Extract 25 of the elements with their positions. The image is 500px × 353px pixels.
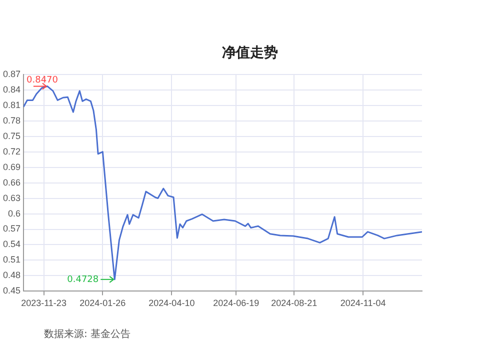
y-tick-label: 0.69: [2, 162, 21, 172]
annotation: 0.8470: [26, 76, 58, 86]
y-tick-label: 0.63: [2, 192, 21, 203]
x-tick-label: 2024-11-04: [340, 298, 386, 308]
y-tick-label: 0.57: [2, 224, 21, 234]
y-tick-label: 0.6: [8, 208, 21, 218]
y-tick-label: 0.84: [2, 84, 21, 94]
y-tick-label: 0.51: [2, 254, 21, 265]
chart-title: 净值走势: [221, 44, 279, 62]
y-tick-label: 0.48: [2, 270, 21, 280]
y-tick-label: 0.54: [2, 239, 21, 250]
x-tick-label: 2024-06-19: [213, 298, 260, 308]
x-tick-label: 2024-04-10: [148, 298, 195, 308]
y-tick-label: 0.66: [2, 177, 21, 188]
y-tick-label: 0.72: [2, 146, 21, 156]
y-tick-label: 0.78: [2, 115, 21, 126]
source-note: 数据来源: 基金公告: [44, 328, 131, 341]
y-tick-label: 0.81: [2, 100, 21, 110]
annotation: 0.4728: [67, 274, 99, 285]
y-tick-label: 0.87: [2, 68, 21, 79]
x-tick-label: 2024-01-26: [80, 298, 126, 308]
y-tick-label: 0.45: [2, 286, 21, 296]
x-tick-label: 2024-08-21: [271, 298, 318, 308]
y-tick-label: 0.75: [2, 130, 21, 141]
x-tick-label: 2023-11-23: [21, 298, 66, 308]
